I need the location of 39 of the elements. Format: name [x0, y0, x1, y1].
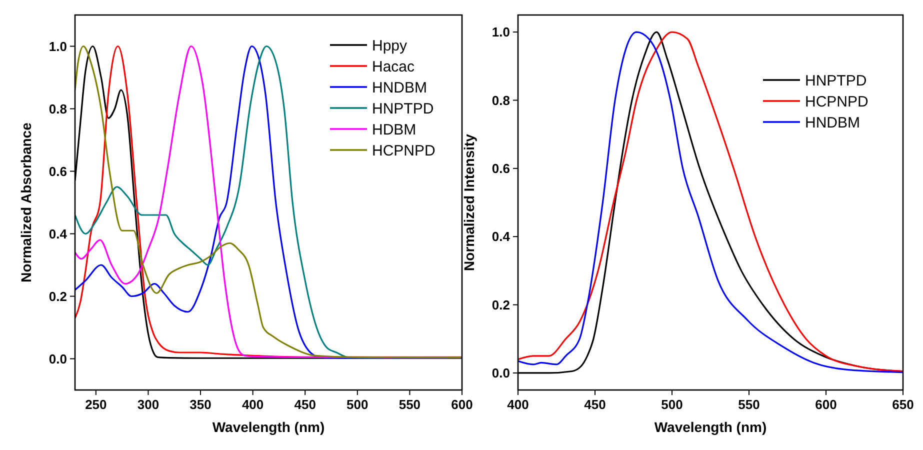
y-tick-label: 0.4 — [492, 229, 511, 244]
x-tick-label: 350 — [190, 397, 212, 412]
legend-label: HNPTPD — [372, 100, 434, 118]
x-tick-label: 500 — [661, 397, 683, 412]
x-axis-title: Wavelength (nm) — [212, 419, 325, 435]
y-tick-label: 1.0 — [492, 24, 510, 40]
x-tick-label: 250 — [85, 397, 107, 412]
x-axis-title: Wavelength (nm) — [654, 419, 767, 435]
y-axis-title: Normalized Intensity — [461, 134, 477, 271]
x-tick-label: 400 — [242, 397, 264, 412]
x-tick-label: 400 — [507, 397, 529, 412]
x-tick-label: 450 — [584, 397, 606, 412]
legend-label: Hacac — [372, 58, 416, 76]
legend-label: HNDBM — [805, 114, 860, 132]
y-tick-label: 0.0 — [48, 351, 67, 366]
x-tick-label: 550 — [398, 397, 421, 412]
legend-label: HCPNPD — [372, 142, 436, 160]
y-axis-title: Normalized Absorbance — [18, 122, 34, 282]
x-tick-label: 300 — [137, 397, 160, 412]
legend-label: HNDBM — [372, 79, 427, 96]
legend-label: HDBM — [372, 121, 416, 138]
y-tick-label: 0.6 — [48, 164, 67, 179]
y-tick-label: 0.6 — [492, 160, 510, 176]
legend-label: Hppy — [372, 37, 408, 54]
x-tick-label: 600 — [815, 397, 837, 412]
y-tick-label: 1.0 — [48, 38, 67, 54]
y-tick-label: 0.4 — [48, 226, 68, 242]
x-tick-label: 550 — [738, 397, 760, 412]
y-tick-label: 0.8 — [48, 101, 67, 116]
x-tick-label: 600 — [451, 397, 473, 412]
x-tick-label: 500 — [346, 397, 368, 412]
x-tick-label: 450 — [294, 397, 316, 412]
legend-label: HNPTPD — [805, 72, 867, 90]
y-tick-label: 0.2 — [492, 297, 510, 312]
y-tick-label: 0.0 — [492, 366, 510, 381]
y-tick-label: 0.2 — [48, 288, 67, 304]
x-tick-label: 650 — [892, 397, 914, 412]
legend-label: HCPNPD — [805, 93, 869, 110]
y-tick-label: 0.8 — [492, 92, 510, 108]
